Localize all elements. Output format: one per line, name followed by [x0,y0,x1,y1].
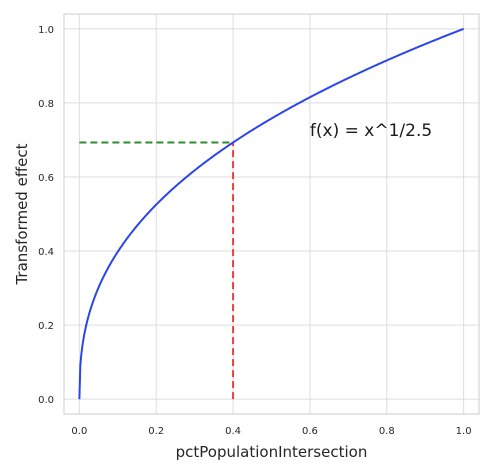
plot-frame [63,13,480,415]
x-tick-labels: 0.0 0.2 0.4 0.6 0.8 1.0 [71,426,471,437]
x-axis-title: pctPopulationIntersection [176,443,368,461]
y-tick-label: 0.8 [38,99,54,110]
x-tick-label: 0.4 [225,426,241,437]
x-tick-label: 0.8 [379,426,395,437]
y-axis-title: Transformed effect [13,143,31,285]
y-tick-label: 0.6 [38,173,54,184]
reference-lines [79,141,235,400]
plot-background [64,14,479,414]
series-curve [78,27,464,400]
x-tick-label: 0.2 [148,426,164,437]
y-tick-label: 1.0 [38,25,54,36]
x-tick-label: 0.0 [71,426,87,437]
grid [64,14,479,414]
function-annotation: f(x) = x^1/2.5 [310,121,432,141]
y-tick-label: 0.0 [38,395,54,406]
y-tick-label: 0.4 [38,247,54,258]
y-tick-label: 0.2 [38,321,54,332]
x-tick-label: 1.0 [456,426,472,437]
y-tick-labels: 0.0 0.2 0.4 0.6 0.8 1.0 [38,25,54,406]
x-tick-label: 0.6 [302,426,318,437]
